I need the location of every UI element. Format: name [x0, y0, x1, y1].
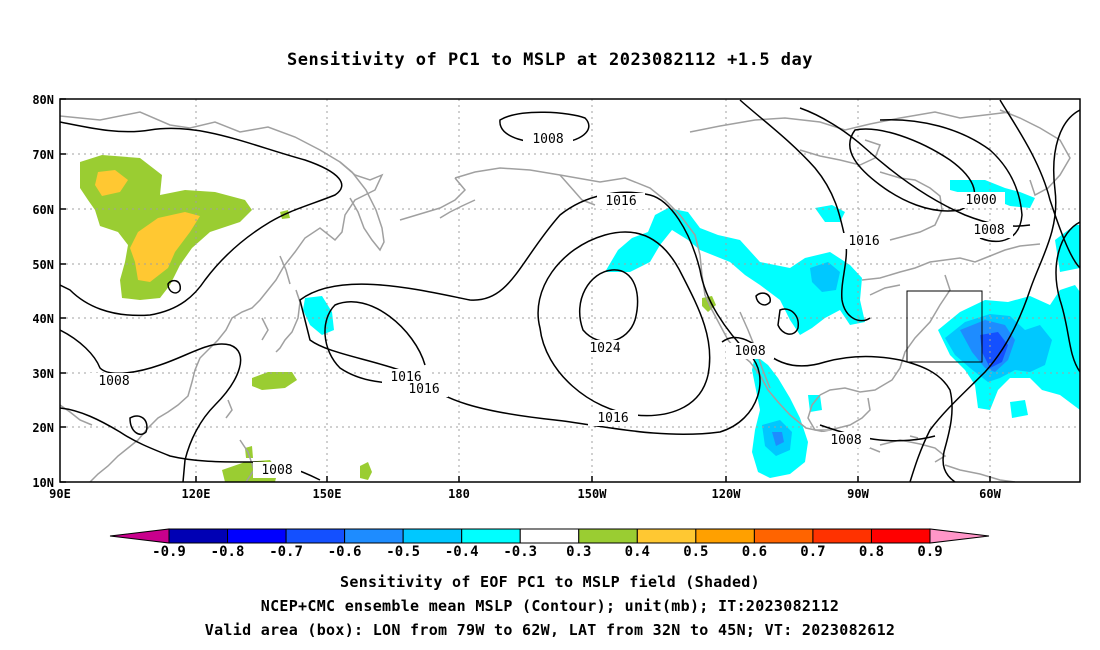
contour-label: 1016 [408, 382, 439, 397]
negative-region-west-pacific [303, 296, 334, 335]
negative-region-hudson [815, 180, 1035, 222]
colorbar-label: -0.8 [211, 544, 245, 560]
coastlines [60, 109, 1071, 482]
colorbar-label: 0.4 [625, 544, 650, 560]
colorbar-swatch [695, 528, 755, 544]
valid-area-box [906, 290, 983, 363]
contour-label: 1008 [532, 132, 563, 147]
lat-label: 20N [32, 421, 54, 435]
lat-label: 70N [32, 148, 54, 162]
colorbar-label: 0.5 [683, 544, 708, 560]
negative-region-alaska-pnw [605, 208, 865, 335]
colorbar-swatch [285, 528, 346, 544]
contour-label: 1016 [597, 411, 628, 426]
colorbar-swatch [812, 528, 872, 544]
colorbar-label: 0.9 [917, 544, 942, 560]
contour-label: 1008 [973, 223, 1004, 238]
lon-labels: 90E 120E 150E 180 150W 120W 90W 60W [49, 487, 1001, 501]
caption-shaded: Sensitivity of EOF PC1 to MSLP field (Sh… [340, 573, 760, 591]
colorbar-swatch [168, 528, 229, 544]
colorbar-label: -0.4 [445, 544, 479, 560]
colorbar-swatch [870, 528, 931, 544]
colorbar-swatch [753, 528, 814, 544]
contour-label: 1016 [605, 194, 636, 209]
colorbar-swatch [578, 528, 638, 544]
lon-label: 120E [182, 487, 211, 501]
lon-label: 120W [712, 487, 742, 501]
contour-label: 1000 [965, 193, 996, 208]
colorbar-swatch [519, 528, 580, 544]
positive-core-siberia [95, 170, 200, 282]
colorbar-label: -0.6 [328, 544, 362, 560]
negative-core-mexico-inner [772, 432, 784, 446]
caption-contour: NCEP+CMC ensemble mean MSLP (Contour); u… [260, 597, 840, 615]
colorbar-label: 0.8 [859, 544, 884, 560]
colorbar-label: -0.3 [503, 544, 537, 560]
lon-label: 90W [847, 487, 869, 501]
contour-labels: 1008 1016 1024 1016 1016 1016 1008 1008 … [90, 131, 1013, 478]
colorbar-label: -0.5 [386, 544, 420, 560]
lat-label: 10N [32, 476, 54, 490]
colorbar-label: -0.7 [269, 544, 303, 560]
negative-core-atlantic-3 [980, 332, 1008, 368]
colorbar-over-triangle [929, 528, 990, 544]
contour-label: 1008 [98, 374, 129, 389]
colorbar-label: 0.7 [800, 544, 825, 560]
contour-label: 1008 [261, 463, 292, 478]
lon-label: 150W [578, 487, 608, 501]
negative-core-plains [810, 262, 840, 292]
colorbar-swatch [402, 528, 463, 544]
lon-label: 90E [49, 487, 71, 501]
lat-label: 30N [32, 367, 54, 381]
colorbar-swatch [461, 528, 521, 544]
colorbar-swatch [227, 528, 287, 544]
colorbar-swatch [344, 528, 404, 544]
lon-label: 60W [979, 487, 1001, 501]
lat-label: 60N [32, 203, 54, 217]
map-title: Sensitivity of PC1 to MSLP at 2023082112… [286, 50, 813, 70]
colorbar-under-triangle [109, 528, 170, 544]
colorbar-label: 0.6 [742, 544, 767, 560]
contour-label: 1016 [848, 234, 879, 249]
axis-ticks [60, 98, 991, 483]
contour-label: 1008 [830, 433, 861, 448]
lat-labels: 80N 70N 60N 50N 40N 30N 20N 10N [32, 93, 54, 490]
contour-label: 1008 [734, 344, 765, 359]
colorbar: -0.9 -0.8 -0.7 -0.6 -0.5 -0.4 -0.3 0.3 0.4 0.5 0.6… [109, 528, 990, 560]
lat-label: 40N [32, 312, 54, 326]
lon-label: 180 [448, 487, 470, 501]
plot-frame [59, 98, 1081, 483]
caption-valid-area: Valid area (box): LON from 79W to 62W, L… [204, 621, 896, 639]
contour-label: 1024 [589, 341, 620, 356]
lat-label: 80N [32, 93, 54, 107]
colorbar-label: 0.3 [566, 544, 591, 560]
positive-region-pacific [252, 372, 297, 390]
colorbar-swatch [636, 528, 697, 544]
colorbar-label: -0.9 [152, 544, 186, 560]
lat-label: 50N [32, 258, 54, 272]
lon-label: 150E [313, 487, 342, 501]
